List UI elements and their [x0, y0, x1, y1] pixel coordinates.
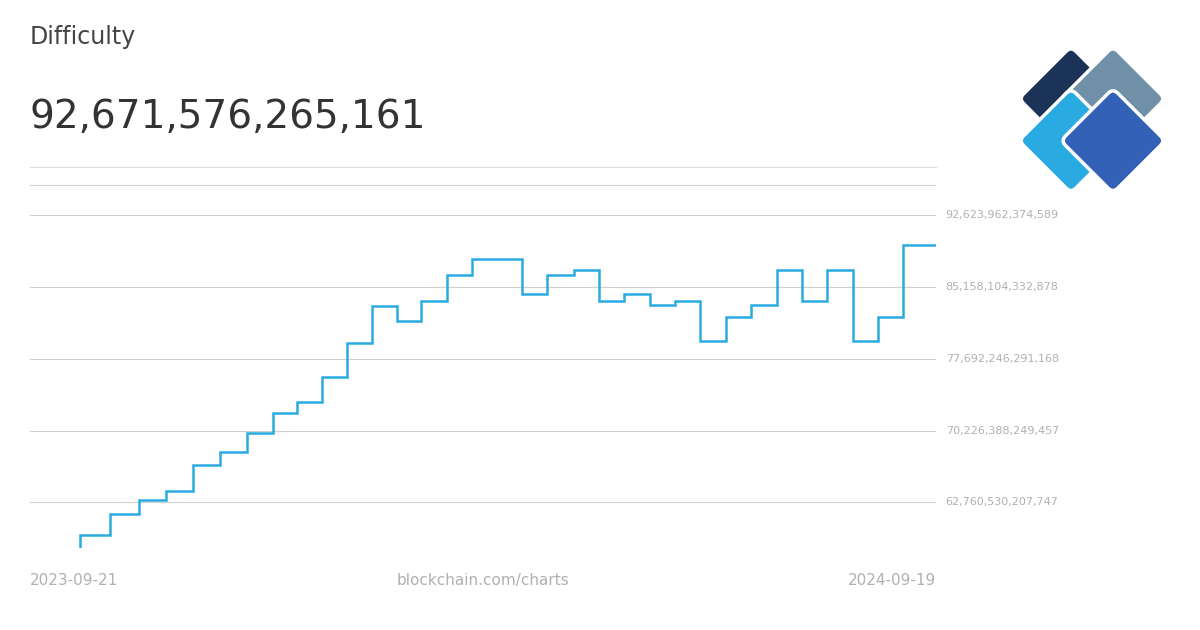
Text: 62,760,530,207,747: 62,760,530,207,747 — [946, 497, 1058, 507]
FancyBboxPatch shape — [1063, 49, 1163, 149]
Text: blockchain.com/charts: blockchain.com/charts — [397, 573, 569, 588]
Text: 70,226,388,249,457: 70,226,388,249,457 — [946, 425, 1058, 435]
Text: 2023-09-21: 2023-09-21 — [30, 573, 119, 588]
Text: Difficulty: Difficulty — [30, 25, 137, 49]
FancyBboxPatch shape — [1021, 91, 1121, 191]
Text: 85,158,104,332,878: 85,158,104,332,878 — [946, 282, 1058, 292]
Text: 92,623,962,374,589: 92,623,962,374,589 — [946, 210, 1058, 220]
Text: 92,671,576,265,161: 92,671,576,265,161 — [30, 98, 426, 135]
FancyBboxPatch shape — [1063, 91, 1163, 191]
Text: 77,692,246,291,168: 77,692,246,291,168 — [946, 353, 1058, 364]
Text: 2024-09-19: 2024-09-19 — [847, 573, 936, 588]
FancyBboxPatch shape — [1021, 49, 1121, 149]
